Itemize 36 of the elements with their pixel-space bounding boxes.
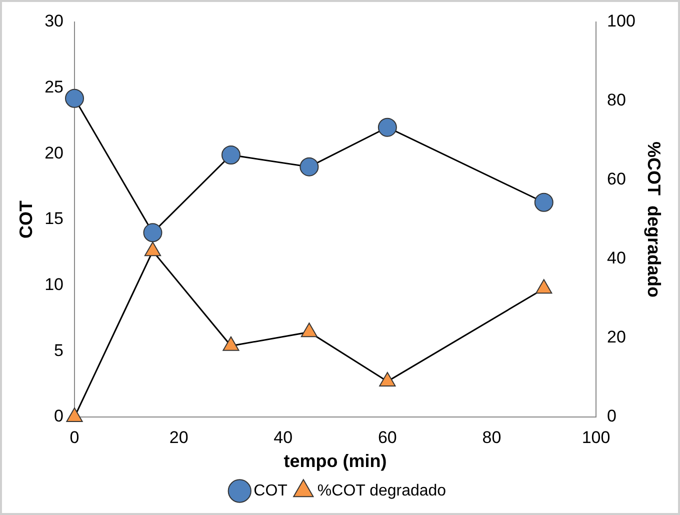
x-tick-label: 20 <box>169 428 188 447</box>
point <box>222 336 240 351</box>
point <box>144 242 162 256</box>
legend-label: COT <box>254 482 288 500</box>
y2-tick-label: 40 <box>607 248 626 268</box>
x-tick-label: 80 <box>482 428 502 447</box>
y-axis-title: COT <box>16 200 36 238</box>
y-tick-label: 15 <box>44 209 64 228</box>
point <box>536 279 552 294</box>
point <box>65 88 84 108</box>
point <box>221 145 240 164</box>
y2-tick-label: 0 <box>607 406 617 426</box>
y-tick-label: 10 <box>44 275 64 294</box>
y2-axis-title: %COT degradado <box>644 141 664 298</box>
point <box>534 192 554 212</box>
point <box>379 372 396 386</box>
point <box>300 157 319 176</box>
y2-tick-label: 100 <box>607 12 636 31</box>
legend-label: %COT degradado <box>317 482 446 500</box>
y2-tick-label: 80 <box>607 90 626 110</box>
y2-tick-label: 20 <box>607 328 626 347</box>
y-tick-label: 30 <box>44 12 64 31</box>
y-tick-label: 5 <box>54 340 64 360</box>
y-tick-label: 25 <box>44 78 64 97</box>
x-tick-label: 100 <box>582 428 610 447</box>
point <box>378 118 397 137</box>
y-tick-label: 20 <box>44 143 64 162</box>
y2-tick-label: 60 <box>607 170 626 189</box>
x-tick-label: 60 <box>378 428 397 447</box>
x-tick-label: 0 <box>70 428 80 447</box>
y-tick-label: 0 <box>54 406 64 426</box>
x-axis-title: tempo (min) <box>284 451 387 472</box>
point <box>300 322 318 338</box>
point <box>143 223 162 242</box>
x-tick-label: 40 <box>274 428 293 447</box>
point <box>66 408 83 422</box>
